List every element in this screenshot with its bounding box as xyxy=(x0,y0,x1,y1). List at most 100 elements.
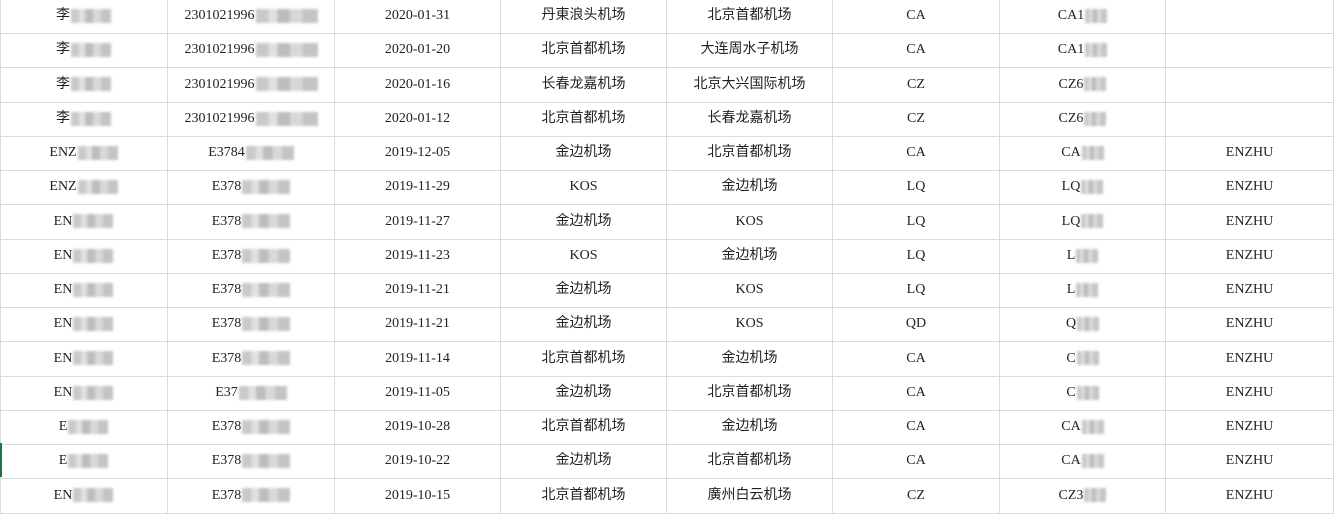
cell-airline[interactable]: CZ xyxy=(833,478,1000,513)
cell-flight[interactable]: CZ3 xyxy=(1000,478,1166,513)
cell-from[interactable]: 北京首都机场 xyxy=(501,410,667,444)
cell-date[interactable]: 2019-12-05 xyxy=(335,136,501,170)
cell-airline[interactable]: LQ xyxy=(833,204,1000,239)
cell-airline[interactable]: LQ xyxy=(833,238,1000,273)
cell-name[interactable]: 李 xyxy=(0,33,168,68)
cell-to[interactable]: 金边机场 xyxy=(667,410,833,444)
cell-name[interactable]: E xyxy=(0,410,168,444)
cell-date[interactable]: 2019-11-21 xyxy=(335,273,501,307)
cell-from[interactable]: 金边机场 xyxy=(501,307,667,342)
cell-airline[interactable]: CA xyxy=(833,375,1000,410)
cell-to[interactable]: 北京首都机场 xyxy=(667,444,833,479)
cell-from[interactable]: 丹東浪头机场 xyxy=(501,0,667,33)
cell-date[interactable]: 2019-11-27 xyxy=(335,204,501,239)
cell-flight[interactable]: C xyxy=(1000,341,1166,376)
cell-to[interactable]: KOS xyxy=(667,307,833,342)
cell-name[interactable]: ENZ xyxy=(0,170,168,205)
cell-id[interactable]: E378 xyxy=(168,478,335,513)
cell-flight[interactable]: CA xyxy=(1000,410,1166,444)
cell-to[interactable]: KOS xyxy=(667,204,833,239)
cell-to[interactable]: 金边机场 xyxy=(667,238,833,273)
cell-pax[interactable]: ENZHU xyxy=(1166,204,1334,239)
cell-airline[interactable]: CZ xyxy=(833,101,1000,136)
cell-id[interactable]: E378 xyxy=(168,238,335,273)
cell-from[interactable]: 金边机场 xyxy=(501,273,667,307)
cell-from[interactable]: 北京首都机场 xyxy=(501,478,667,513)
cell-flight[interactable]: LQ xyxy=(1000,204,1166,239)
cell-name[interactable]: EN xyxy=(0,273,168,307)
cell-name[interactable]: EN xyxy=(0,478,168,513)
cell-from[interactable]: 北京首都机场 xyxy=(501,101,667,136)
cell-flight[interactable]: CZ6 xyxy=(1000,101,1166,136)
cell-to[interactable]: KOS xyxy=(667,273,833,307)
cell-pax[interactable]: ENZHU xyxy=(1166,444,1334,479)
cell-date[interactable]: 2020-01-16 xyxy=(335,67,501,102)
cell-date[interactable]: 2019-10-22 xyxy=(335,444,501,479)
cell-name[interactable]: 李 xyxy=(0,0,168,33)
cell-id[interactable]: E378 xyxy=(168,444,335,479)
cell-pax[interactable]: ENZHU xyxy=(1166,170,1334,205)
cell-to[interactable]: 北京首都机场 xyxy=(667,136,833,170)
cell-from[interactable]: 北京首都机场 xyxy=(501,33,667,68)
cell-pax[interactable]: ENZHU xyxy=(1166,341,1334,376)
cell-date[interactable]: 2019-10-15 xyxy=(335,478,501,513)
cell-to[interactable]: 金边机场 xyxy=(667,170,833,205)
cell-id[interactable]: 2301021996 xyxy=(168,33,335,68)
cell-date[interactable]: 2019-11-21 xyxy=(335,307,501,342)
cell-from[interactable]: 金边机场 xyxy=(501,375,667,410)
cell-name[interactable]: 李 xyxy=(0,101,168,136)
cell-airline[interactable]: CA xyxy=(833,410,1000,444)
cell-date[interactable]: 2019-11-14 xyxy=(335,341,501,376)
cell-flight[interactable]: Q xyxy=(1000,307,1166,342)
cell-id[interactable]: E378 xyxy=(168,410,335,444)
cell-date[interactable]: 2020-01-12 xyxy=(335,101,501,136)
cell-pax[interactable] xyxy=(1166,101,1334,136)
cell-airline[interactable]: CA xyxy=(833,341,1000,376)
cell-id[interactable]: E378 xyxy=(168,341,335,376)
cell-from[interactable]: KOS xyxy=(501,238,667,273)
cell-name[interactable]: ENZ xyxy=(0,136,168,170)
cell-id[interactable]: 2301021996 xyxy=(168,101,335,136)
cell-name[interactable]: EN xyxy=(0,238,168,273)
cell-airline[interactable]: CZ xyxy=(833,67,1000,102)
cell-pax[interactable]: ENZHU xyxy=(1166,273,1334,307)
cell-flight[interactable]: L xyxy=(1000,273,1166,307)
cell-pax[interactable]: ENZHU xyxy=(1166,478,1334,513)
cell-airline[interactable]: CA xyxy=(833,136,1000,170)
cell-from[interactable]: 金边机场 xyxy=(501,136,667,170)
cell-airline[interactable]: CA xyxy=(833,444,1000,479)
cell-flight[interactable]: LQ xyxy=(1000,170,1166,205)
cell-from[interactable]: 北京首都机场 xyxy=(501,341,667,376)
cell-airline[interactable]: QD xyxy=(833,307,1000,342)
cell-flight[interactable]: CA1 xyxy=(1000,33,1166,68)
cell-flight[interactable]: L xyxy=(1000,238,1166,273)
cell-id[interactable]: E3784 xyxy=(168,136,335,170)
cell-to[interactable]: 北京首都机场 xyxy=(667,375,833,410)
cell-airline[interactable]: LQ xyxy=(833,170,1000,205)
cell-pax[interactable]: ENZHU xyxy=(1166,238,1334,273)
cell-to[interactable]: 廣州白云机场 xyxy=(667,478,833,513)
cell-date[interactable]: 2019-10-28 xyxy=(335,410,501,444)
cell-airline[interactable]: CA xyxy=(833,33,1000,68)
cell-id[interactable]: 2301021996 xyxy=(168,0,335,33)
cell-to[interactable]: 大连周水子机场 xyxy=(667,33,833,68)
cell-name[interactable]: E xyxy=(0,444,168,479)
cell-pax[interactable]: ENZHU xyxy=(1166,307,1334,342)
cell-name[interactable]: EN xyxy=(0,341,168,376)
cell-from[interactable]: KOS xyxy=(501,170,667,205)
cell-flight[interactable]: CA xyxy=(1000,444,1166,479)
cell-flight[interactable]: CA xyxy=(1000,136,1166,170)
cell-date[interactable]: 2019-11-05 xyxy=(335,375,501,410)
cell-flight[interactable]: CA1 xyxy=(1000,0,1166,33)
cell-name[interactable]: 李 xyxy=(0,67,168,102)
cell-date[interactable]: 2020-01-20 xyxy=(335,33,501,68)
cell-id[interactable]: E378 xyxy=(168,273,335,307)
cell-from[interactable]: 金边机场 xyxy=(501,444,667,479)
cell-from[interactable]: 金边机场 xyxy=(501,204,667,239)
cell-date[interactable]: 2020-01-31 xyxy=(335,0,501,33)
cell-name[interactable]: EN xyxy=(0,375,168,410)
cell-airline[interactable]: CA xyxy=(833,0,1000,33)
cell-name[interactable]: EN xyxy=(0,204,168,239)
cell-to[interactable]: 金边机场 xyxy=(667,341,833,376)
cell-id[interactable]: E37 xyxy=(168,375,335,410)
